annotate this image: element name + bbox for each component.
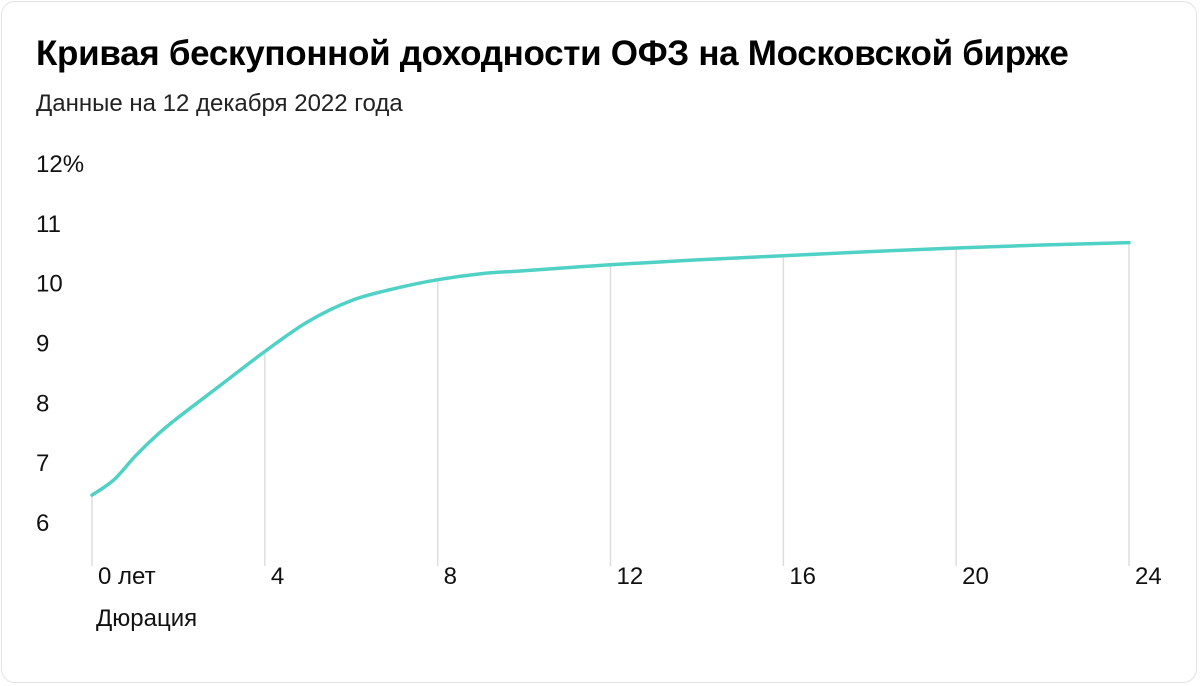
data-point [155,433,159,437]
data-point [263,349,267,353]
x-tick-label: 20 [962,563,989,590]
data-point [522,269,526,273]
data-point [1041,243,1045,247]
x-tick-label: 8 [444,563,457,590]
series-layer [90,240,1131,497]
data-point [392,287,396,291]
y-tick-label: 11 [36,211,61,238]
y-tick-label: 8 [36,390,49,417]
yield-curve-line [90,240,1131,497]
y-tick-label: 12% [36,151,84,178]
data-point [1127,241,1131,245]
data-point [695,258,699,262]
y-tick-label: 10 [36,271,63,298]
x-tick-label: 4 [271,563,284,590]
x-axis-ticks: 0 лет 4 8 12 16 20 24 [98,563,1162,590]
x-tick-label: 16 [789,563,816,590]
data-point [954,246,958,250]
y-axis-ticks: 6 7 8 9 10 11 12% [36,151,84,537]
data-point [781,254,785,258]
x-axis-label: Дюрация [96,605,197,632]
chart-title: Кривая бескупонной доходности ОФЗ на Мос… [36,34,1069,73]
data-point [220,382,224,386]
y-tick-label: 7 [36,450,49,477]
x-tick-label: 12 [617,563,644,590]
data-point [868,250,872,254]
y-tick-label: 6 [36,510,49,537]
chart-subtitle: Данные на 12 декабря 2022 года [36,90,403,117]
data-point [436,278,440,282]
grid-lines [91,242,1130,566]
x-tick-label: 24 [1135,563,1162,590]
data-point [133,454,137,458]
data-point [176,415,180,419]
x-tick-label: 0 лет [98,563,156,590]
data-point [349,299,353,303]
data-point [306,320,310,324]
data-point [609,263,613,267]
data-point [112,478,116,482]
data-point [479,272,483,276]
data-point [90,493,94,497]
y-tick-label: 9 [36,331,49,358]
